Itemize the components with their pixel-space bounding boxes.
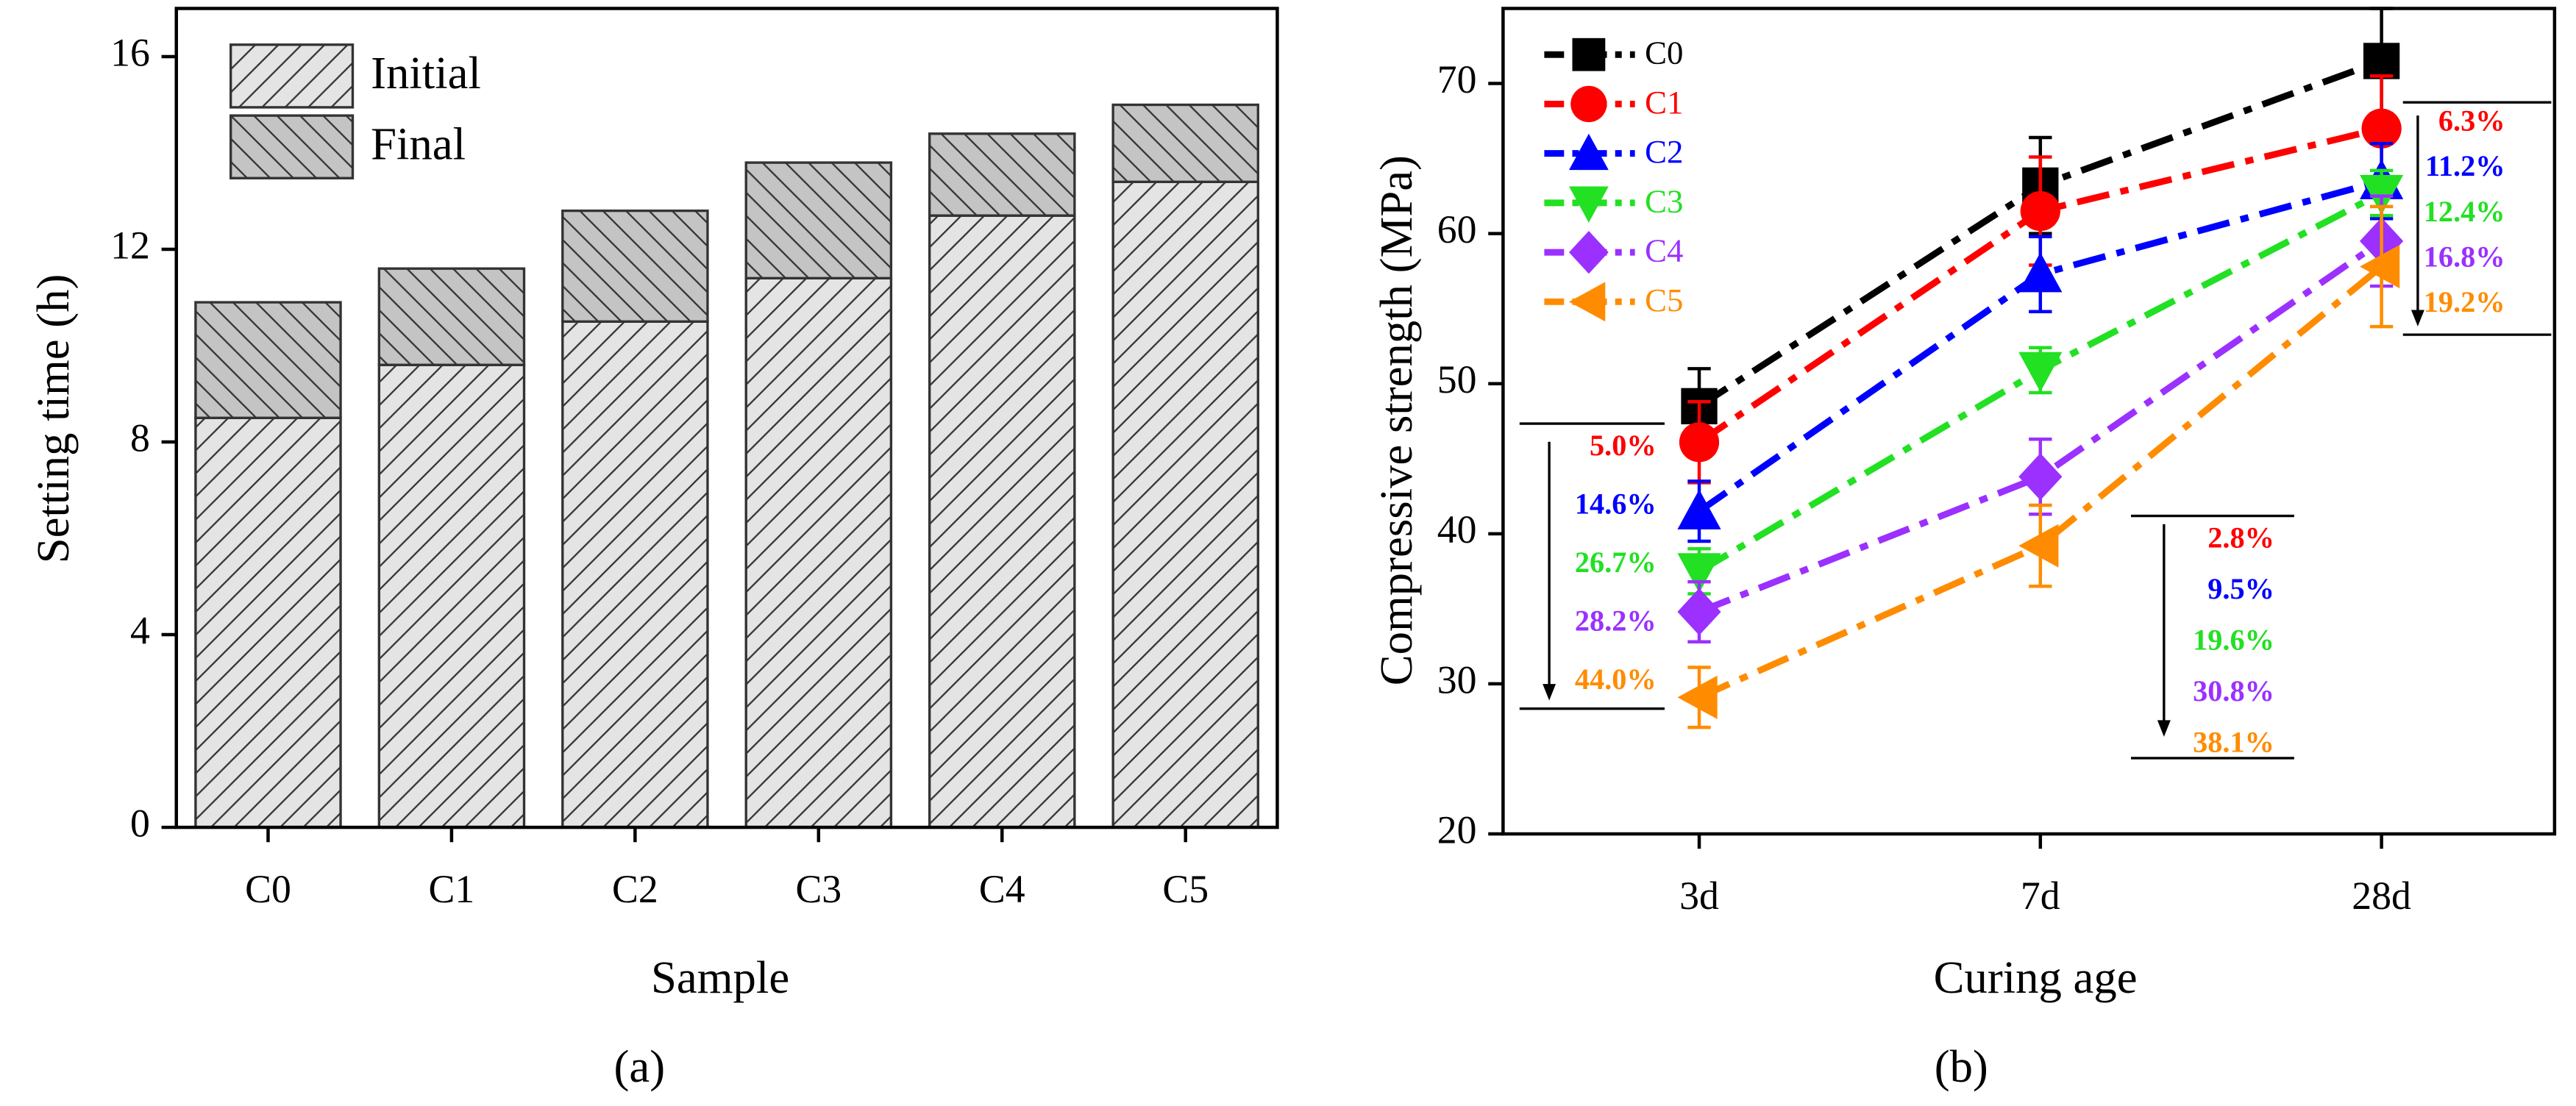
data-point	[2018, 352, 2063, 392]
legend-swatch	[229, 114, 355, 179]
data-point	[1677, 588, 1721, 635]
legend-marker	[1569, 186, 1609, 223]
data-point	[2018, 252, 2063, 293]
data-point	[2018, 453, 2063, 501]
y-tick-label: 40	[1437, 507, 1477, 552]
bar	[928, 214, 1076, 829]
y-tick-label: 8	[130, 415, 150, 460]
arrow-head	[2157, 720, 2171, 737]
annotation: 38.1%	[2193, 725, 2274, 758]
y-tick-label: 30	[1437, 657, 1477, 702]
legend-marker	[1570, 85, 1607, 123]
annotation: 12.4%	[2424, 195, 2505, 228]
data-point	[1677, 489, 1721, 529]
y-axis-label: Setting time (h)	[27, 274, 79, 564]
arrow-head	[1543, 684, 1556, 701]
y-tick-label: 4	[130, 608, 150, 652]
bar	[561, 320, 709, 829]
bar	[561, 209, 709, 323]
x-tick-label: C3	[795, 867, 842, 911]
arrow-head	[2410, 310, 2424, 327]
bar	[744, 276, 893, 829]
annotation: 30.8%	[2193, 674, 2274, 707]
data-point	[2363, 43, 2400, 79]
annotation: 6.3%	[2438, 104, 2505, 138]
legend-label: C5	[1645, 282, 1683, 318]
caption: (a)	[614, 1041, 666, 1092]
y-axis-label: Compressive strength (MPa)	[1370, 155, 1422, 685]
data-point	[2361, 108, 2402, 149]
y-tick-label: 16	[110, 30, 150, 74]
legend-label: C1	[1645, 84, 1683, 121]
legend-marker	[1572, 38, 1606, 71]
data-point	[2020, 190, 2060, 232]
legend-label: Initial	[371, 47, 481, 99]
annotation: 16.8%	[2424, 240, 2505, 273]
y-tick-label: 20	[1437, 807, 1477, 852]
y-tick-label: 50	[1437, 357, 1477, 402]
x-tick-label: 3d	[1679, 874, 1719, 918]
bar	[377, 363, 526, 829]
x-tick-label: C2	[612, 867, 658, 911]
plot-frame	[174, 7, 1279, 830]
x-axis-label: Sample	[651, 952, 789, 1003]
annotation: 2.8%	[2207, 521, 2274, 554]
annotation: 44.0%	[1575, 663, 1657, 696]
x-tick-label: C1	[429, 867, 475, 911]
caption: (b)	[1935, 1041, 1988, 1092]
annotation: 19.6%	[2193, 623, 2274, 656]
x-tick-label: 7d	[2021, 874, 2060, 918]
legend-label: C4	[1645, 232, 1683, 269]
y-tick-label: 60	[1437, 207, 1477, 251]
data-point	[1679, 422, 1720, 463]
legend-label: C2	[1645, 133, 1683, 170]
annotation: 5.0%	[1590, 429, 1657, 462]
legend-label: Final	[371, 118, 466, 169]
data-point	[1677, 675, 1718, 719]
annotation: 9.5%	[2207, 572, 2274, 605]
legend-label: C0	[1645, 35, 1683, 71]
data-point	[1677, 553, 1721, 593]
bar	[928, 132, 1076, 217]
y-tick-label: 0	[130, 801, 150, 845]
x-tick-label: C0	[245, 867, 291, 911]
data-point	[2018, 524, 2059, 568]
annotation: 28.2%	[1575, 604, 1657, 638]
bar	[194, 416, 342, 829]
legend-swatch	[229, 43, 355, 109]
bar	[1111, 180, 1259, 829]
bar	[194, 301, 342, 419]
legend-label: C3	[1645, 182, 1683, 219]
x-axis-label: Curing age	[1934, 952, 2138, 1003]
plot-frame	[1501, 7, 2557, 836]
annotation: 11.2%	[2425, 149, 2505, 182]
legend-marker	[1569, 230, 1609, 274]
y-tick-label: 70	[1437, 57, 1477, 101]
x-tick-label: 28d	[2352, 874, 2411, 918]
annotation: 26.7%	[1575, 546, 1657, 579]
annotation: 14.6%	[1575, 488, 1657, 521]
bar	[1111, 103, 1259, 183]
legend-marker	[1569, 133, 1609, 171]
y-tick-label: 12	[110, 223, 150, 267]
x-tick-label: C4	[979, 867, 1025, 911]
legend-marker	[1569, 282, 1606, 322]
data-point	[2360, 244, 2400, 289]
annotation: 19.2%	[2424, 285, 2505, 318]
bar	[377, 267, 526, 366]
x-tick-label: C5	[1162, 867, 1209, 911]
bar	[744, 161, 893, 279]
